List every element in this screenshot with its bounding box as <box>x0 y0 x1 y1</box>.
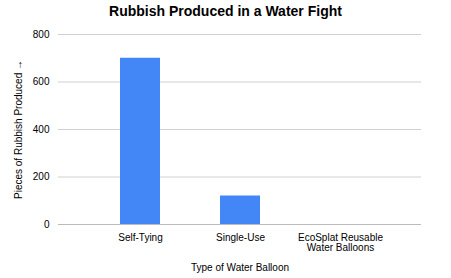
svg-text:0: 0 <box>44 219 50 230</box>
html-text:Rubbish Produced in a Water Fi: Rubbish Produced in a Water Fight <box>109 3 342 19</box>
svg-text:200: 200 <box>33 171 50 182</box>
svg-text:400: 400 <box>33 124 50 135</box>
svg-text:800: 800 <box>33 29 50 40</box>
svg-text:Single-Use: Single-Use <box>216 232 265 243</box>
svg-text:Type of Water Balloon: Type of Water Balloon <box>191 262 289 273</box>
svg-text:EcoSplat ReusableWater Balloon: EcoSplat ReusableWater Balloons <box>298 232 383 253</box>
svg-text:Pieces of Rubbish Produced →: Pieces of Rubbish Produced → <box>13 60 24 199</box>
svg-text:600: 600 <box>33 76 50 87</box>
svg-text:Self-Tying: Self-Tying <box>118 232 162 243</box>
